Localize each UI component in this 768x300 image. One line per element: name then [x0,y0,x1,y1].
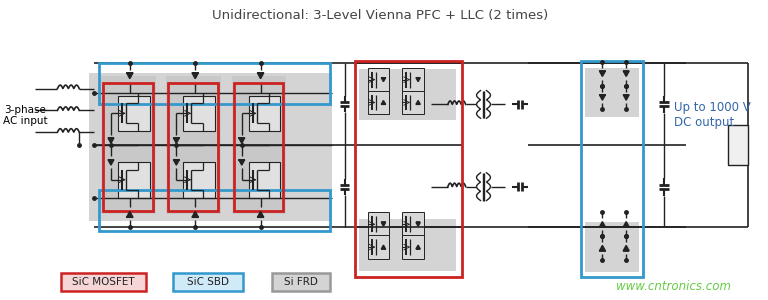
Polygon shape [381,78,386,82]
Bar [184,162,215,198]
Polygon shape [623,95,629,100]
Bar [402,91,424,114]
Bar [584,222,639,272]
Bar [402,68,424,92]
Bar [368,235,389,259]
Polygon shape [599,222,605,227]
Polygon shape [108,138,114,143]
Bar [101,76,156,214]
Polygon shape [381,222,386,226]
Bar [368,212,389,236]
Bar [99,63,330,104]
Bar [355,61,462,277]
Bar [89,73,332,221]
Bar [273,273,330,291]
Text: SiC SBD: SiC SBD [187,277,229,287]
Polygon shape [623,222,629,227]
Polygon shape [416,222,420,226]
Polygon shape [599,245,605,251]
Bar [249,162,280,198]
Bar [118,95,150,131]
Polygon shape [416,245,420,249]
Bar [584,68,639,117]
Bar [168,82,218,211]
Text: Up to 1000 V
DC output: Up to 1000 V DC output [674,101,750,129]
Text: SiC MOSFET: SiC MOSFET [72,277,135,287]
Polygon shape [623,245,629,251]
Bar [402,212,424,236]
Bar [167,76,221,214]
Bar [359,219,455,271]
Bar [368,91,389,114]
Text: www.cntronics.com: www.cntronics.com [616,280,731,293]
Polygon shape [599,71,605,76]
Polygon shape [127,73,133,79]
Bar [61,273,146,291]
Bar [174,273,243,291]
Bar [99,190,330,231]
Polygon shape [381,245,386,249]
Bar [249,95,280,131]
Polygon shape [257,212,264,218]
Text: Unidirectional: 3-Level Vienna PFC + LLC (2 times): Unidirectional: 3-Level Vienna PFC + LLC… [212,9,548,22]
Bar [581,61,643,277]
Polygon shape [108,160,114,165]
Text: 3-phase
AC input: 3-phase AC input [3,104,48,126]
Bar [184,95,215,131]
Bar [118,162,150,198]
Polygon shape [257,73,264,79]
Bar [232,76,286,214]
Polygon shape [623,71,629,76]
Bar [402,235,424,259]
Polygon shape [192,212,198,218]
Polygon shape [599,95,605,100]
Text: Si FRD: Si FRD [284,277,318,287]
Bar [728,125,748,165]
Bar [359,69,455,120]
Polygon shape [416,78,420,82]
Polygon shape [174,160,180,165]
Polygon shape [416,100,420,104]
Bar [368,68,389,92]
Bar [103,82,153,211]
Polygon shape [239,160,245,165]
Polygon shape [381,100,386,104]
Polygon shape [192,73,198,79]
Polygon shape [174,138,180,143]
Bar [233,82,283,211]
Polygon shape [127,212,133,218]
Polygon shape [239,138,245,143]
